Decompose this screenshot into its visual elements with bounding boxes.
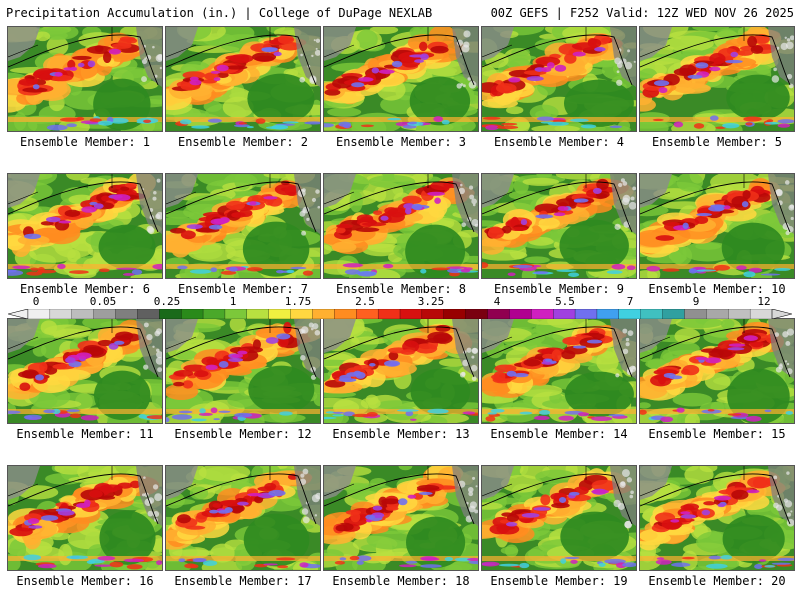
ensemble-member-label: Ensemble Member: 17 <box>174 574 312 588</box>
run-valid-time: 00Z GEFS | F252 Valid: 12Z WED NOV 26 20… <box>490 6 794 20</box>
ensemble-member-label: Ensemble Member: 15 <box>648 427 786 441</box>
colorbar-tick-label: 5.5 <box>555 295 575 308</box>
colorbar-tick-label: 2.5 <box>355 295 375 308</box>
colorbar-tick-label: 0.05 <box>89 295 117 308</box>
product-title: Precipitation Accumulation (in.) | Colle… <box>6 6 433 20</box>
ensemble-member-label: Ensemble Member: 2 <box>177 135 309 149</box>
ensemble-member-label: Ensemble Member: 7 <box>177 282 309 296</box>
colorbar-tick-label: 7 <box>626 295 634 308</box>
ensemble-map-4 <box>481 26 637 132</box>
colorbar-tick-label: 4 <box>493 295 501 308</box>
ensemble-member-label: Ensemble Member: 10 <box>648 282 786 296</box>
ensemble-map-2 <box>165 26 321 132</box>
ensemble-map-18 <box>323 465 479 571</box>
ensemble-map-9 <box>481 173 637 279</box>
ensemble-member-label: Ensemble Member: 13 <box>332 427 470 441</box>
colorbar-tick-label: 0.25 <box>153 295 181 308</box>
ensemble-member-label: Ensemble Member: 9 <box>493 282 625 296</box>
ensemble-member-label: Ensemble Member: 8 <box>335 282 467 296</box>
ensemble-map-1 <box>7 26 163 132</box>
ensemble-map-10 <box>639 173 795 279</box>
colorbar-tick-label: 9 <box>692 295 700 308</box>
ensemble-map-20 <box>639 465 795 571</box>
ensemble-member-label: Ensemble Member: 1 <box>19 135 151 149</box>
ensemble-map-12 <box>165 318 321 424</box>
precip-colorbar <box>8 309 792 319</box>
colorbar-tick-label: 0 <box>32 295 40 308</box>
ensemble-member-label: Ensemble Member: 11 <box>16 427 154 441</box>
ensemble-map-14 <box>481 318 637 424</box>
ensemble-map-19 <box>481 465 637 571</box>
ensemble-map-16 <box>7 465 163 571</box>
ensemble-member-label: Ensemble Member: 20 <box>648 574 786 588</box>
ensemble-map-8 <box>323 173 479 279</box>
ensemble-map-15 <box>639 318 795 424</box>
ensemble-map-13 <box>323 318 479 424</box>
ensemble-member-label: Ensemble Member: 4 <box>493 135 625 149</box>
colorbar-tick-label: 3.25 <box>417 295 445 308</box>
ensemble-map-6 <box>7 173 163 279</box>
ensemble-member-label: Ensemble Member: 16 <box>16 574 154 588</box>
ensemble-member-label: Ensemble Member: 6 <box>19 282 151 296</box>
colorbar-tick-label: 1 <box>229 295 237 308</box>
ensemble-map-11 <box>7 318 163 424</box>
ensemble-map-3 <box>323 26 479 132</box>
ensemble-member-label: Ensemble Member: 5 <box>651 135 783 149</box>
ensemble-member-label: Ensemble Member: 14 <box>490 427 628 441</box>
ensemble-map-5 <box>639 26 795 132</box>
ensemble-member-label: Ensemble Member: 19 <box>490 574 628 588</box>
ensemble-member-label: Ensemble Member: 3 <box>335 135 467 149</box>
colorbar-tick-label: 1.75 <box>284 295 312 308</box>
ensemble-member-label: Ensemble Member: 12 <box>174 427 312 441</box>
ensemble-map-7 <box>165 173 321 279</box>
colorbar-tick-label: 12 <box>757 295 771 308</box>
ensemble-member-label: Ensemble Member: 18 <box>332 574 470 588</box>
ensemble-map-17 <box>165 465 321 571</box>
